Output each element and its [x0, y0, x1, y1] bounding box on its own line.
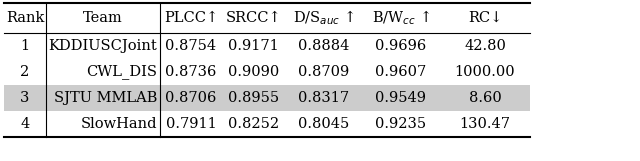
Text: Team: Team — [83, 11, 123, 25]
Text: RC↓: RC↓ — [468, 11, 502, 25]
Text: 0.8317: 0.8317 — [298, 91, 349, 105]
Text: Rank: Rank — [6, 11, 44, 25]
Text: 0.8736: 0.8736 — [165, 65, 217, 79]
Text: SlowHand: SlowHand — [81, 117, 157, 131]
Text: 0.8706: 0.8706 — [165, 91, 217, 105]
Text: CWL_DIS: CWL_DIS — [86, 65, 157, 79]
Text: 4: 4 — [20, 117, 29, 131]
Text: D/S$_{auc}$ ↑: D/S$_{auc}$ ↑ — [292, 9, 354, 27]
Text: 0.9235: 0.9235 — [376, 117, 427, 131]
Text: KDDIUSCJoint: KDDIUSCJoint — [48, 39, 157, 53]
Text: SRCC↑: SRCC↑ — [226, 11, 282, 25]
Text: 0.9171: 0.9171 — [228, 39, 279, 53]
Text: SJTU MMLAB: SJTU MMLAB — [54, 91, 157, 105]
Text: 1: 1 — [20, 39, 29, 53]
Text: 0.9607: 0.9607 — [376, 65, 427, 79]
Text: 0.8754: 0.8754 — [165, 39, 216, 53]
Text: 42.80: 42.80 — [464, 39, 506, 53]
Text: B/W$_{cc}$ ↑: B/W$_{cc}$ ↑ — [372, 9, 430, 27]
Text: 130.47: 130.47 — [460, 117, 511, 131]
Text: 1000.00: 1000.00 — [454, 65, 515, 79]
Text: 0.7911: 0.7911 — [166, 117, 216, 131]
Bar — [4, 85, 530, 111]
Text: 0.9696: 0.9696 — [376, 39, 427, 53]
Text: 0.8884: 0.8884 — [298, 39, 349, 53]
Text: 0.9090: 0.9090 — [228, 65, 279, 79]
Text: 0.8252: 0.8252 — [228, 117, 279, 131]
Text: 0.9549: 0.9549 — [376, 91, 426, 105]
Text: 0.8955: 0.8955 — [228, 91, 279, 105]
Text: 0.8045: 0.8045 — [298, 117, 349, 131]
Text: 3: 3 — [20, 91, 29, 105]
Text: 2: 2 — [20, 65, 29, 79]
Text: PLCC↑: PLCC↑ — [164, 11, 218, 25]
Text: 8.60: 8.60 — [468, 91, 501, 105]
Text: 0.8709: 0.8709 — [298, 65, 349, 79]
